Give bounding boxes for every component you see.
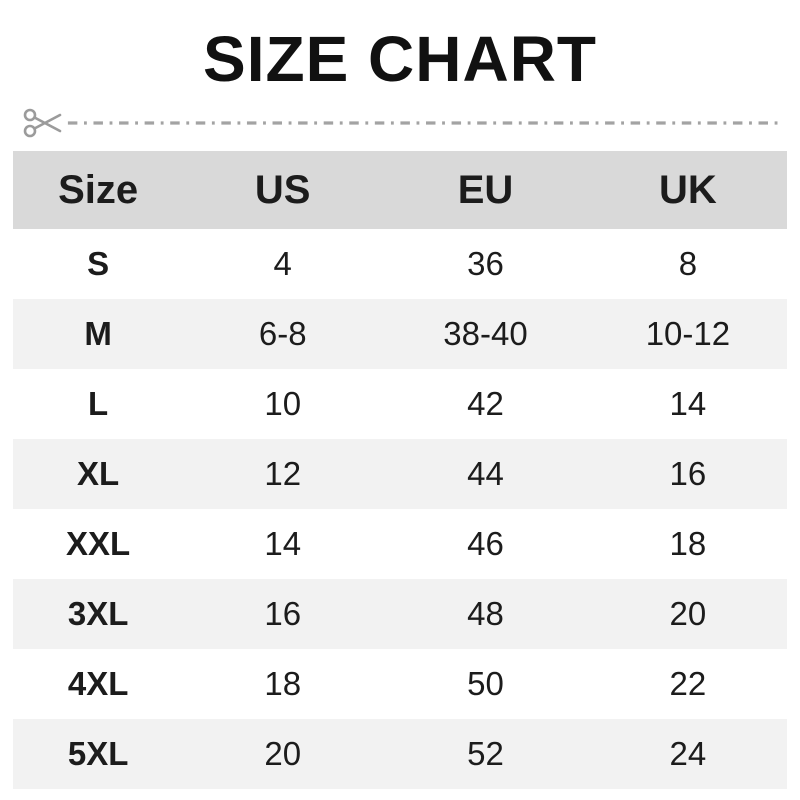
value-cell: 44: [467, 455, 504, 493]
size-label-cell: XXL: [66, 525, 131, 563]
size-label-cell: 5XL: [67, 735, 129, 773]
value-cell: 10-12: [645, 315, 731, 353]
size-chart-table: Size US EU UK S 4 36 8 M 6-8 38-40 10-12 L 10 42 14…: [13, 151, 787, 790]
table-row: 3XL 16 48 20: [13, 579, 787, 650]
column-header-eu: EU: [457, 167, 514, 212]
size-label-cell: XL: [77, 455, 120, 493]
column-header-size: Size: [58, 167, 139, 212]
dashed-cut-line: [67, 121, 785, 125]
value-cell: 14: [669, 385, 707, 423]
value-cell: 8: [678, 245, 698, 283]
size-label-cell: L: [88, 385, 109, 423]
size-label-cell: S: [87, 245, 110, 283]
value-cell: 14: [264, 525, 302, 563]
table-row: L 10 42 14: [13, 369, 787, 439]
size-label-cell: 3XL: [67, 595, 129, 633]
table-row: 4XL 18 50 22: [13, 649, 787, 719]
size-label-cell: 4XL: [67, 665, 129, 703]
table-row: M 6-8 38-40 10-12: [13, 299, 787, 370]
value-cell: 4: [273, 245, 292, 283]
value-cell: 20: [264, 735, 302, 773]
table-row: S 4 36 8: [13, 229, 787, 299]
value-cell: 46: [467, 525, 504, 563]
value-cell: 6-8: [258, 315, 307, 353]
table-row: XL 12 44 16: [13, 439, 787, 510]
value-cell: 36: [467, 245, 504, 283]
table-row: 5XL 20 52 24: [13, 719, 787, 790]
value-cell: 16: [264, 595, 302, 633]
scissors-icon: [23, 108, 62, 138]
value-cell: 18: [264, 665, 302, 703]
table-header-row: Size US EU UK: [13, 151, 787, 230]
value-cell: 22: [669, 665, 707, 703]
column-header-uk: UK: [659, 167, 717, 212]
value-cell: 16: [669, 455, 707, 493]
value-cell: 52: [467, 735, 504, 773]
cut-line-divider: [22, 105, 786, 141]
value-cell: 20: [669, 595, 707, 633]
page-title: SIZE CHART: [203, 23, 597, 95]
value-cell: 24: [669, 735, 707, 773]
value-cell: 48: [467, 595, 504, 633]
table-body: S 4 36 8 M 6-8 38-40 10-12 L 10 42 14 XL 12 44 16 XXL 14 4…: [13, 229, 787, 790]
value-cell: 18: [669, 525, 707, 563]
value-cell: 38-40: [443, 315, 528, 353]
column-header-us: US: [254, 167, 311, 212]
value-cell: 10: [264, 385, 302, 423]
value-cell: 50: [467, 665, 504, 703]
table-row: XXL 14 46 18: [13, 509, 787, 579]
value-cell: 42: [467, 385, 504, 423]
size-label-cell: M: [84, 315, 112, 353]
value-cell: 12: [264, 455, 302, 493]
